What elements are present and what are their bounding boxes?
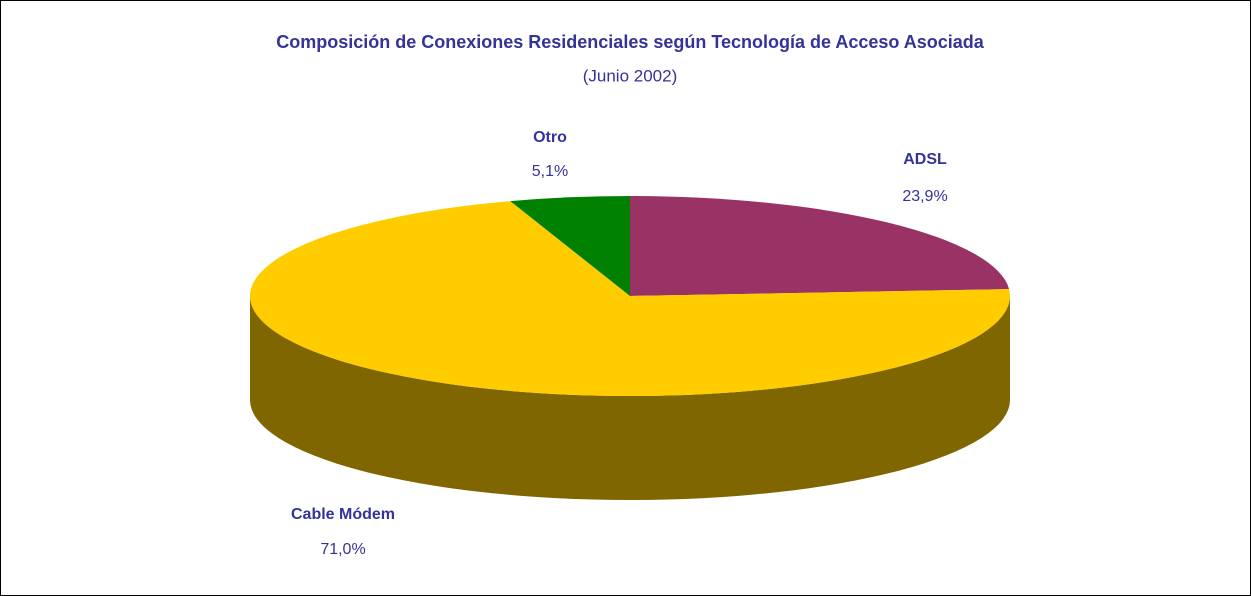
pie-slice [630,196,1010,296]
value-label: 23,9% [902,188,947,205]
value-label: 71,0% [320,541,365,558]
pie-slice [250,201,1010,396]
chart-subtitle: (Junio 2002) [583,66,678,85]
pie-slice-side [250,296,1010,500]
category-label: ADSL [903,151,947,168]
pie-slice [510,196,630,296]
category-label: Cable Módem [291,506,395,523]
chart-title: Composición de Conexiones Residenciales … [276,32,985,52]
category-label: Otro [533,129,567,146]
value-label: 5,1% [532,163,568,180]
